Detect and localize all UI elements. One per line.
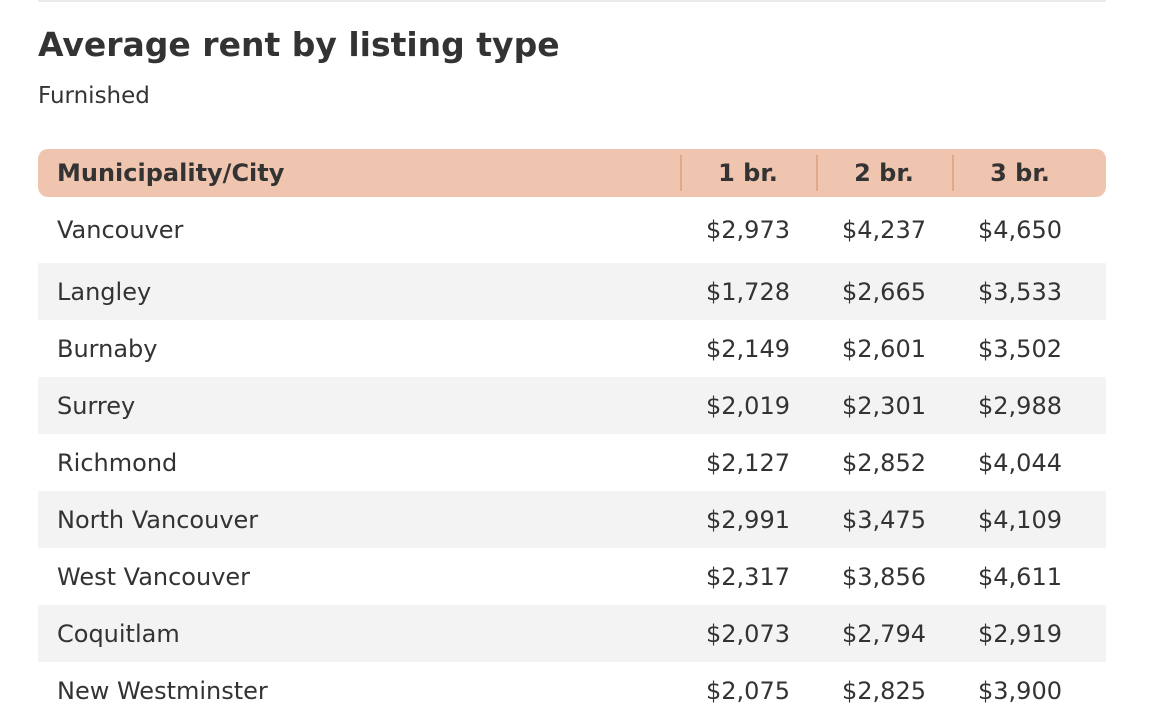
cell-city: New Westminster bbox=[57, 676, 268, 705]
table-row: Langley $1,728 $2,665 $3,533 bbox=[38, 263, 1106, 320]
column-header-3br: 3 br. bbox=[952, 149, 1106, 197]
rent-table: Municipality/City 1 br. 2 br. 3 br. Vanc… bbox=[38, 149, 1106, 719]
cell-3br: $3,900 bbox=[978, 676, 1062, 705]
cell-city: North Vancouver bbox=[38, 491, 680, 548]
cell-1br: $2,075 bbox=[706, 676, 790, 705]
chart-title: Average rent by listing type bbox=[38, 25, 560, 64]
cell-1br: $2,149 bbox=[706, 334, 790, 363]
cell-3br: $4,109 bbox=[952, 491, 1106, 548]
cell-1br: $2,019 bbox=[680, 377, 816, 434]
cell-2br: $3,475 bbox=[816, 491, 952, 548]
cell-3br: $3,533 bbox=[952, 263, 1106, 320]
table-row: Vancouver $2,973 $4,237 $4,650 bbox=[38, 197, 1106, 263]
cell-3br: $3,502 bbox=[978, 334, 1062, 363]
cell-1br: $2,127 bbox=[706, 448, 790, 477]
cell-city: Surrey bbox=[38, 377, 680, 434]
cell-1br: $2,317 bbox=[706, 562, 790, 591]
cell-1br: $1,728 bbox=[680, 263, 816, 320]
cell-city: Vancouver bbox=[57, 216, 184, 244]
table-row: North Vancouver $2,991 $3,475 $4,109 bbox=[38, 491, 1106, 548]
table-header: Municipality/City 1 br. 2 br. 3 br. bbox=[38, 149, 1106, 197]
cell-1br: $2,973 bbox=[706, 216, 790, 244]
cell-2br: $2,301 bbox=[816, 377, 952, 434]
table-row: West Vancouver $2,317 $3,856 $4,611 bbox=[38, 548, 1106, 605]
header-row: Municipality/City 1 br. 2 br. 3 br. bbox=[38, 149, 1106, 197]
cell-city: Richmond bbox=[57, 448, 178, 477]
cell-city: Langley bbox=[38, 263, 680, 320]
cell-1br: $2,991 bbox=[680, 491, 816, 548]
cell-city: West Vancouver bbox=[57, 562, 251, 591]
table-row: Burnaby $2,149 $2,601 $3,502 bbox=[38, 320, 1106, 377]
cell-2br: $2,825 bbox=[842, 676, 926, 705]
cell-3br: $2,919 bbox=[952, 605, 1106, 662]
table-row: New Westminster $2,075 $2,825 $3,900 bbox=[38, 662, 1106, 719]
cell-city: Burnaby bbox=[57, 334, 158, 363]
table-row: Richmond $2,127 $2,852 $4,044 bbox=[38, 434, 1106, 491]
table-row: Coquitlam $2,073 $2,794 $2,919 bbox=[38, 605, 1106, 662]
cell-2br: $2,665 bbox=[816, 263, 952, 320]
cell-city: Coquitlam bbox=[38, 605, 680, 662]
column-header-2br: 2 br. bbox=[816, 149, 952, 197]
cell-3br: $4,650 bbox=[978, 216, 1062, 244]
column-header-city: Municipality/City bbox=[38, 149, 680, 197]
rent-table-container: Municipality/City 1 br. 2 br. 3 br. Vanc… bbox=[38, 149, 1106, 719]
cell-2br: $4,237 bbox=[842, 216, 926, 244]
cell-2br: $2,852 bbox=[842, 448, 926, 477]
chart-subtitle: Furnished bbox=[38, 83, 150, 109]
cell-3br: $4,044 bbox=[978, 448, 1062, 477]
table-row: Surrey $2,019 $2,301 $2,988 bbox=[38, 377, 1106, 434]
top-divider bbox=[38, 0, 1106, 2]
cell-2br: $3,856 bbox=[842, 562, 926, 591]
table-body: Vancouver $2,973 $4,237 $4,650 Langley $1,728… bbox=[38, 197, 1106, 719]
cell-3br: $2,988 bbox=[952, 377, 1106, 434]
column-header-1br: 1 br. bbox=[680, 149, 816, 197]
cell-2br: $2,794 bbox=[816, 605, 952, 662]
cell-3br: $4,611 bbox=[978, 562, 1062, 591]
cell-1br: $2,073 bbox=[680, 605, 816, 662]
cell-2br: $2,601 bbox=[842, 334, 926, 363]
